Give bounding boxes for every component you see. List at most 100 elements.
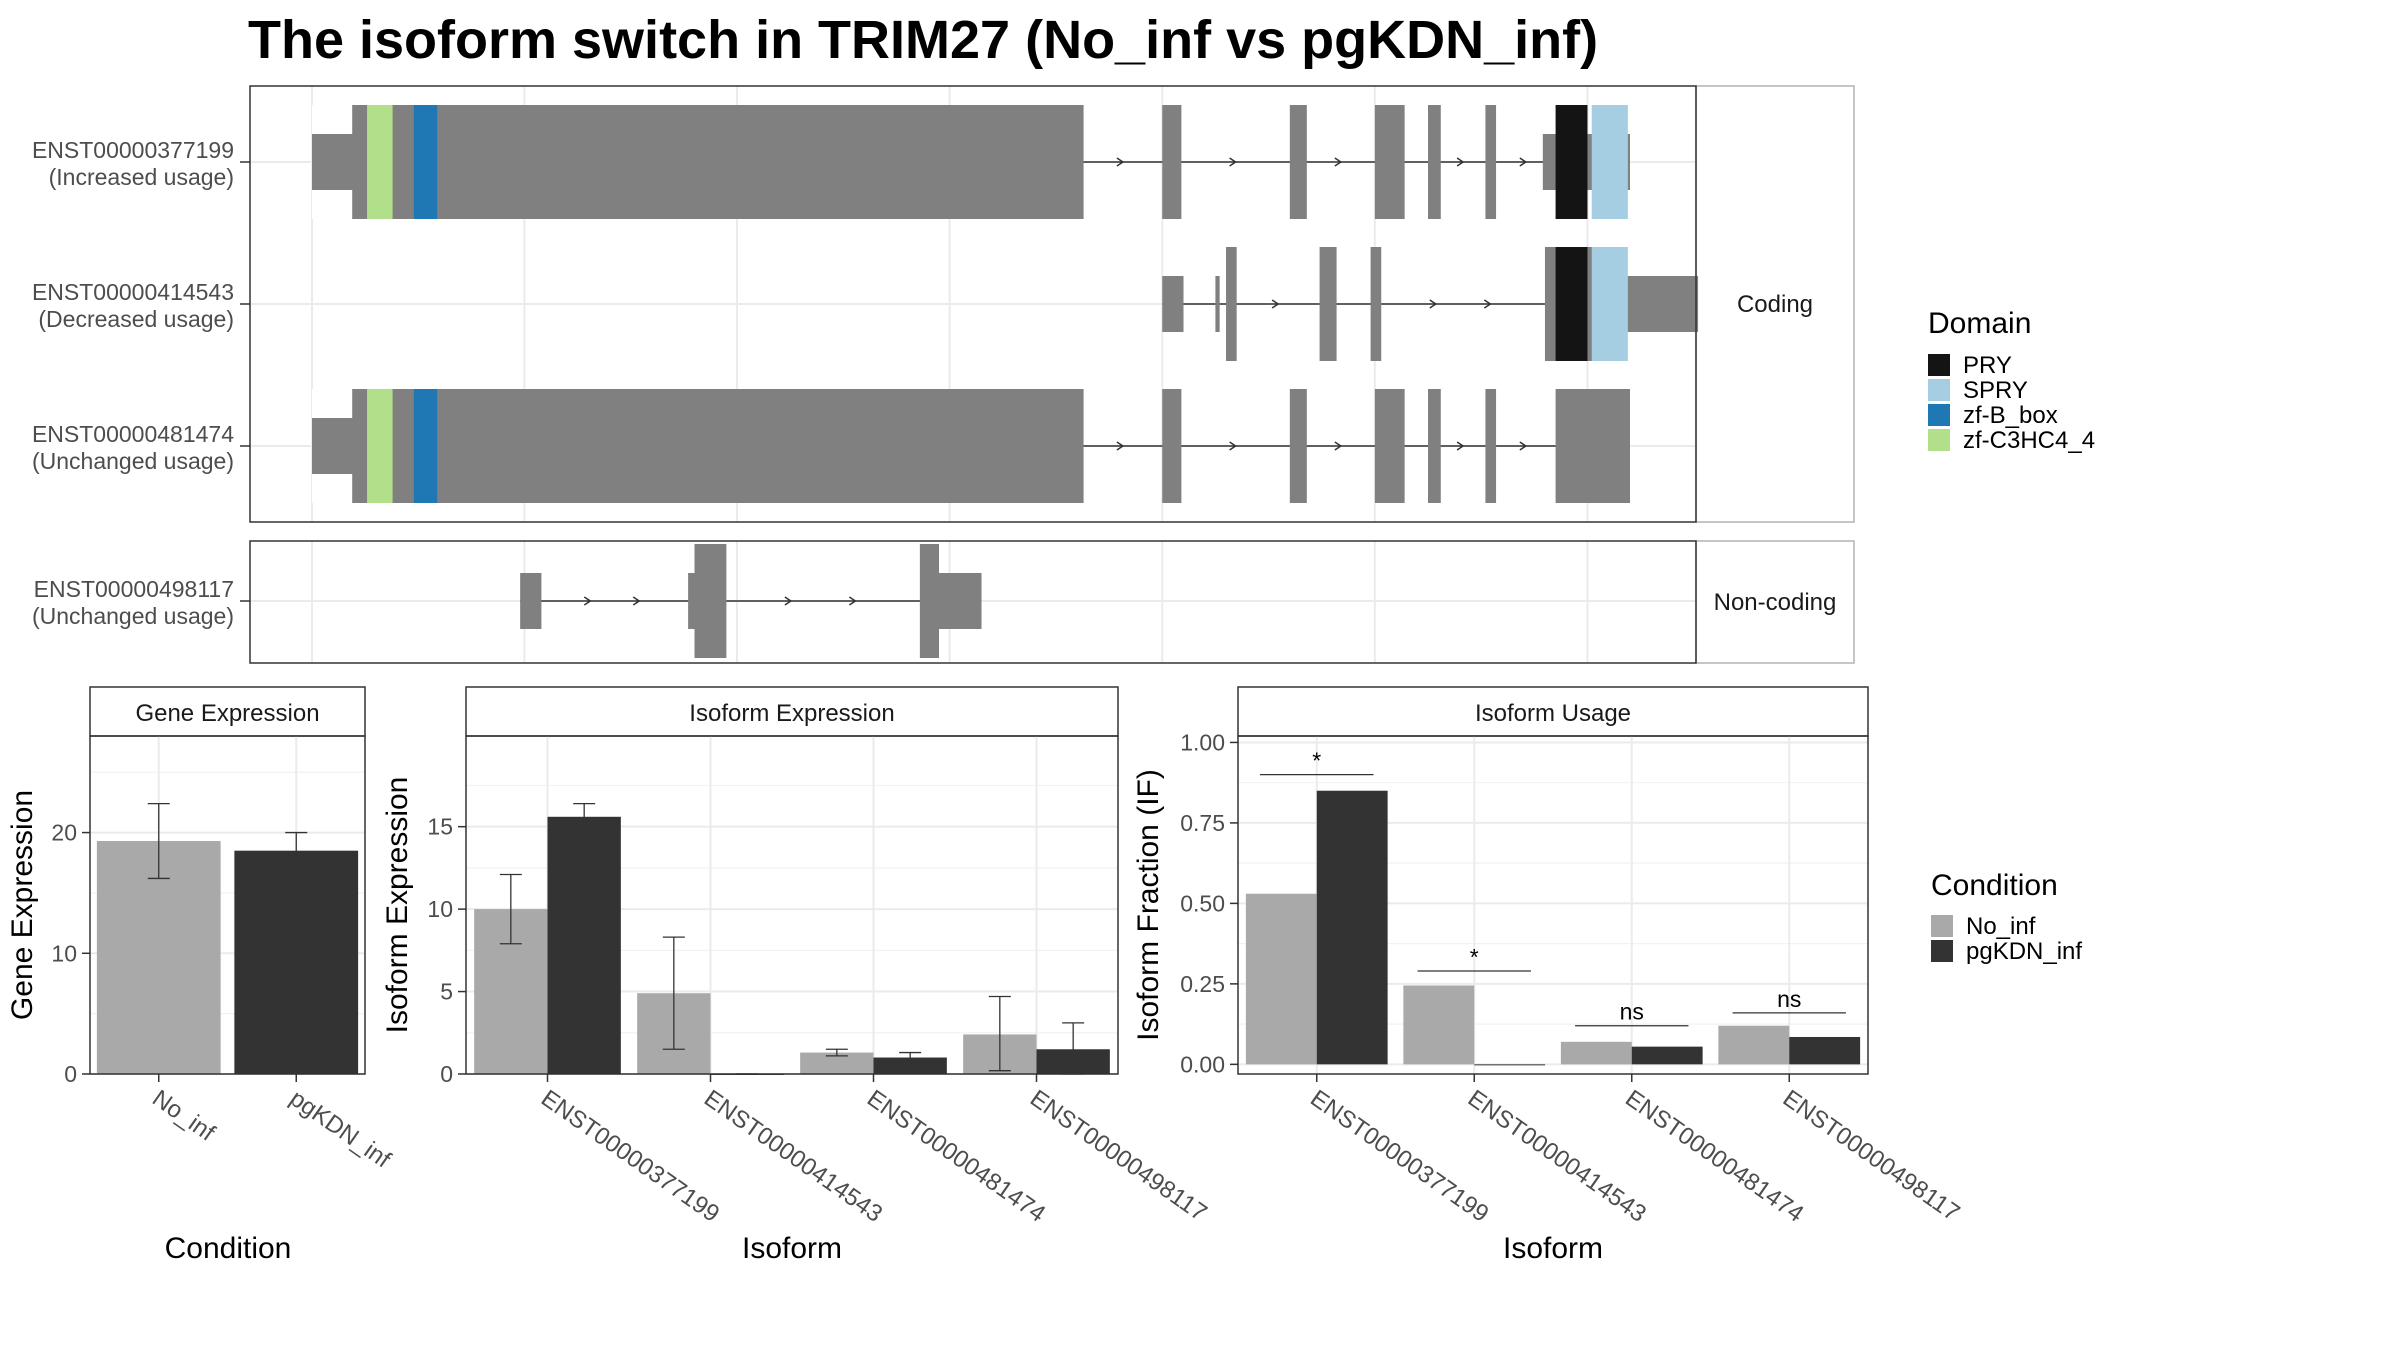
y-tick-label: 1.00: [1180, 729, 1225, 755]
intron-arrow: [583, 596, 592, 606]
intron-arrow: [1229, 157, 1237, 167]
utr-cutout-top: [312, 389, 353, 418]
bar: [234, 850, 359, 1074]
exon: [1289, 105, 1307, 219]
domain-zf-c3hc4-4: [367, 105, 393, 219]
exon: [1555, 389, 1630, 503]
intron-arrow: [1116, 441, 1125, 451]
utr-cutout-bottom: [312, 474, 353, 503]
exon: [1319, 247, 1337, 361]
significance-label: *: [1312, 748, 1321, 774]
x-tick-label: ENST00000481474: [862, 1085, 1050, 1228]
condition-legend-key: [1931, 915, 1953, 937]
utr-cutout-bottom: [312, 190, 353, 219]
x-axis-title: Isoform: [742, 1232, 842, 1265]
transcript-ENST00000377199: ENST00000377199(Increased usage): [32, 105, 1630, 219]
intron-arrow: [784, 596, 793, 606]
bar-chart-panels: Gene Expression 0 10 20 No_inf pgKDN_inf Condi…: [6, 686, 1965, 1265]
exon: [1428, 105, 1441, 219]
y-tick-label: 0.25: [1180, 971, 1225, 997]
transcript-id-label: ENST00000377199: [32, 137, 234, 163]
domain-legend-key: [1928, 354, 1950, 376]
x-tick-label: pgKDN_inf: [285, 1085, 396, 1174]
intron-arrow: [1456, 157, 1465, 167]
transcript-usage-label: (Unchanged usage): [32, 603, 234, 629]
condition-legend-label: No_inf: [1966, 913, 2036, 940]
significance-label: *: [1470, 944, 1479, 970]
bar: [873, 1057, 947, 1074]
domain-legend-label: zf-B_box: [1963, 402, 2058, 429]
bar: [1718, 1025, 1790, 1065]
y-axis-title: Gene Expression: [6, 790, 39, 1020]
utr-cutout-top: [312, 105, 353, 134]
panel-title: Gene Expression: [135, 700, 319, 727]
exon: [1289, 389, 1307, 503]
bar-panel-isoform-expression: Isoform Expression051015ENST00000377199E…: [381, 686, 1212, 1265]
x-tick-label: ENST00000498117: [1025, 1085, 1212, 1227]
transcript-id-label: ENST00000414543: [32, 279, 234, 305]
y-tick-label: 0.75: [1180, 810, 1225, 836]
y-axis-title: Isoform Expression: [381, 777, 414, 1034]
panel-border: [249, 85, 1697, 523]
transcript-ENST00000414543: ENST00000414543(Decreased usage): [32, 247, 1699, 361]
transcript-id-label: ENST00000498117: [34, 576, 234, 602]
bar: [1560, 1041, 1632, 1065]
y-tick-label: 15: [427, 814, 453, 840]
intron-arrow: [1519, 441, 1528, 451]
facet-strip: [1695, 540, 1855, 664]
intron-arrow: [1456, 441, 1465, 451]
facet-label: Coding: [1737, 291, 1813, 318]
exon: [1370, 247, 1382, 361]
panel-strip: [465, 686, 1119, 737]
intron-arrow: [1334, 441, 1343, 451]
y-tick-label: 0.00: [1180, 1051, 1225, 1077]
exon: [919, 544, 940, 658]
bar: [96, 841, 221, 1074]
domain-spry: [1591, 247, 1628, 361]
bar: [1316, 790, 1388, 1065]
facet-label: Non-coding: [1714, 589, 1837, 616]
x-axis-title: Isoform: [1503, 1232, 1603, 1265]
exon: [1485, 105, 1497, 219]
exon: [1374, 389, 1405, 503]
y-tick-label: 0: [440, 1061, 453, 1087]
bar: [547, 816, 621, 1074]
y-tick-label: 10: [51, 940, 77, 966]
intron-arrow: [1483, 299, 1492, 309]
significance-label: ns: [1777, 986, 1801, 1012]
intron-arrow: [1519, 157, 1528, 167]
y-tick-label: 0.50: [1180, 890, 1225, 916]
intron-arrow: [1334, 157, 1343, 167]
transcript-usage-label: (Decreased usage): [38, 306, 234, 332]
panel-title: Isoform Expression: [689, 700, 894, 727]
domain-legend-key: [1928, 404, 1950, 426]
exon: [1162, 276, 1184, 332]
y-tick-label: 0: [64, 1061, 77, 1087]
domain-pry: [1555, 247, 1588, 361]
panel-border: [465, 735, 1119, 1075]
bar: [1631, 1046, 1703, 1065]
exon: [688, 573, 695, 629]
bar: [800, 1052, 874, 1074]
significance-label: ns: [1620, 999, 1644, 1025]
x-tick-label: No_inf: [147, 1085, 220, 1147]
intron-arrow: [1229, 441, 1237, 451]
y-tick-label: 20: [51, 820, 77, 846]
exon: [1485, 389, 1497, 503]
condition-legend-title: Condition: [1931, 869, 2058, 902]
transcript-usage-label: (Unchanged usage): [32, 448, 234, 474]
intron-arrow: [848, 596, 857, 606]
y-axis-title: Isoform Fraction (IF): [1132, 769, 1165, 1041]
intron-arrow: [632, 596, 641, 606]
facet-strip: [1695, 85, 1855, 523]
x-tick-label: ENST00000377199: [536, 1085, 724, 1228]
exon: [312, 389, 1084, 503]
x-axis-title: Condition: [165, 1232, 292, 1265]
transcript-id-label: ENST00000481474: [32, 421, 234, 447]
exon: [939, 573, 982, 629]
x-tick-label: ENST00000414543: [699, 1085, 887, 1228]
